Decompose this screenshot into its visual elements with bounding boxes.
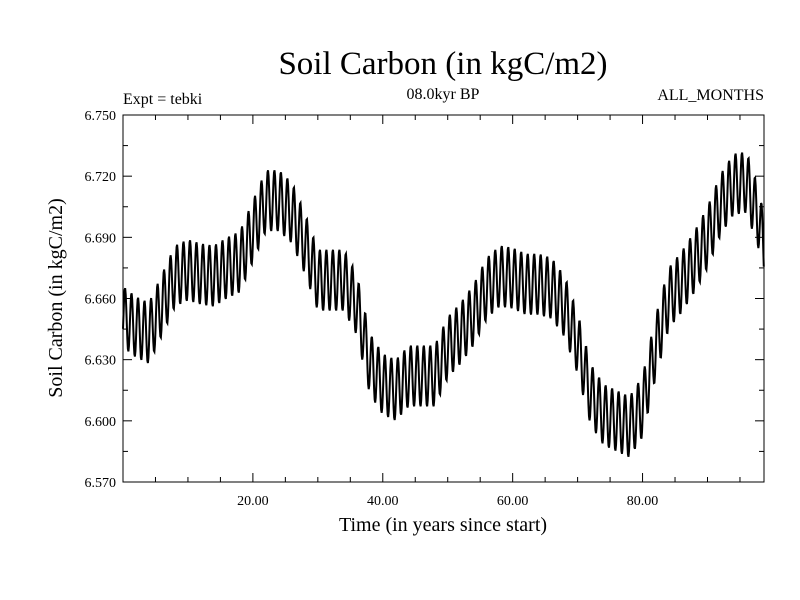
soil-carbon-series-line bbox=[122, 152, 765, 458]
x-tick-label: 80.00 bbox=[627, 494, 659, 509]
x-tick-label: 60.00 bbox=[497, 494, 529, 509]
plot-frame bbox=[122, 114, 765, 483]
y-tick-labels: 6.570 6.600 6.630 6.660 6.690 6.720 6.750 bbox=[85, 109, 117, 491]
y-tick-label: 6.660 bbox=[85, 293, 117, 308]
x-tick-labels: 20.00 40.00 60.00 80.00 bbox=[237, 494, 658, 509]
y-tick-label: 6.750 bbox=[85, 109, 117, 124]
months-label: ALL_MONTHS bbox=[657, 87, 764, 104]
y-axis-label: Soil Carbon (in kgC/m2) bbox=[45, 198, 67, 397]
x-axis-label: Time (in years since start) bbox=[339, 514, 547, 536]
y-tick-label: 6.600 bbox=[85, 415, 117, 430]
x-tick-label: 40.00 bbox=[367, 494, 399, 509]
y-tick-label: 6.630 bbox=[85, 354, 117, 369]
y-tick-label: 6.690 bbox=[85, 231, 117, 246]
chart-title: Soil Carbon (in kgC/m2) bbox=[278, 46, 607, 82]
x-tick-label: 20.00 bbox=[237, 494, 269, 509]
experiment-label: Expt = tebki bbox=[123, 91, 203, 108]
chart-subtitle: 08.0kyr BP bbox=[407, 86, 480, 103]
y-tick-label: 6.720 bbox=[85, 170, 117, 185]
y-tick-label: 6.570 bbox=[85, 476, 117, 491]
